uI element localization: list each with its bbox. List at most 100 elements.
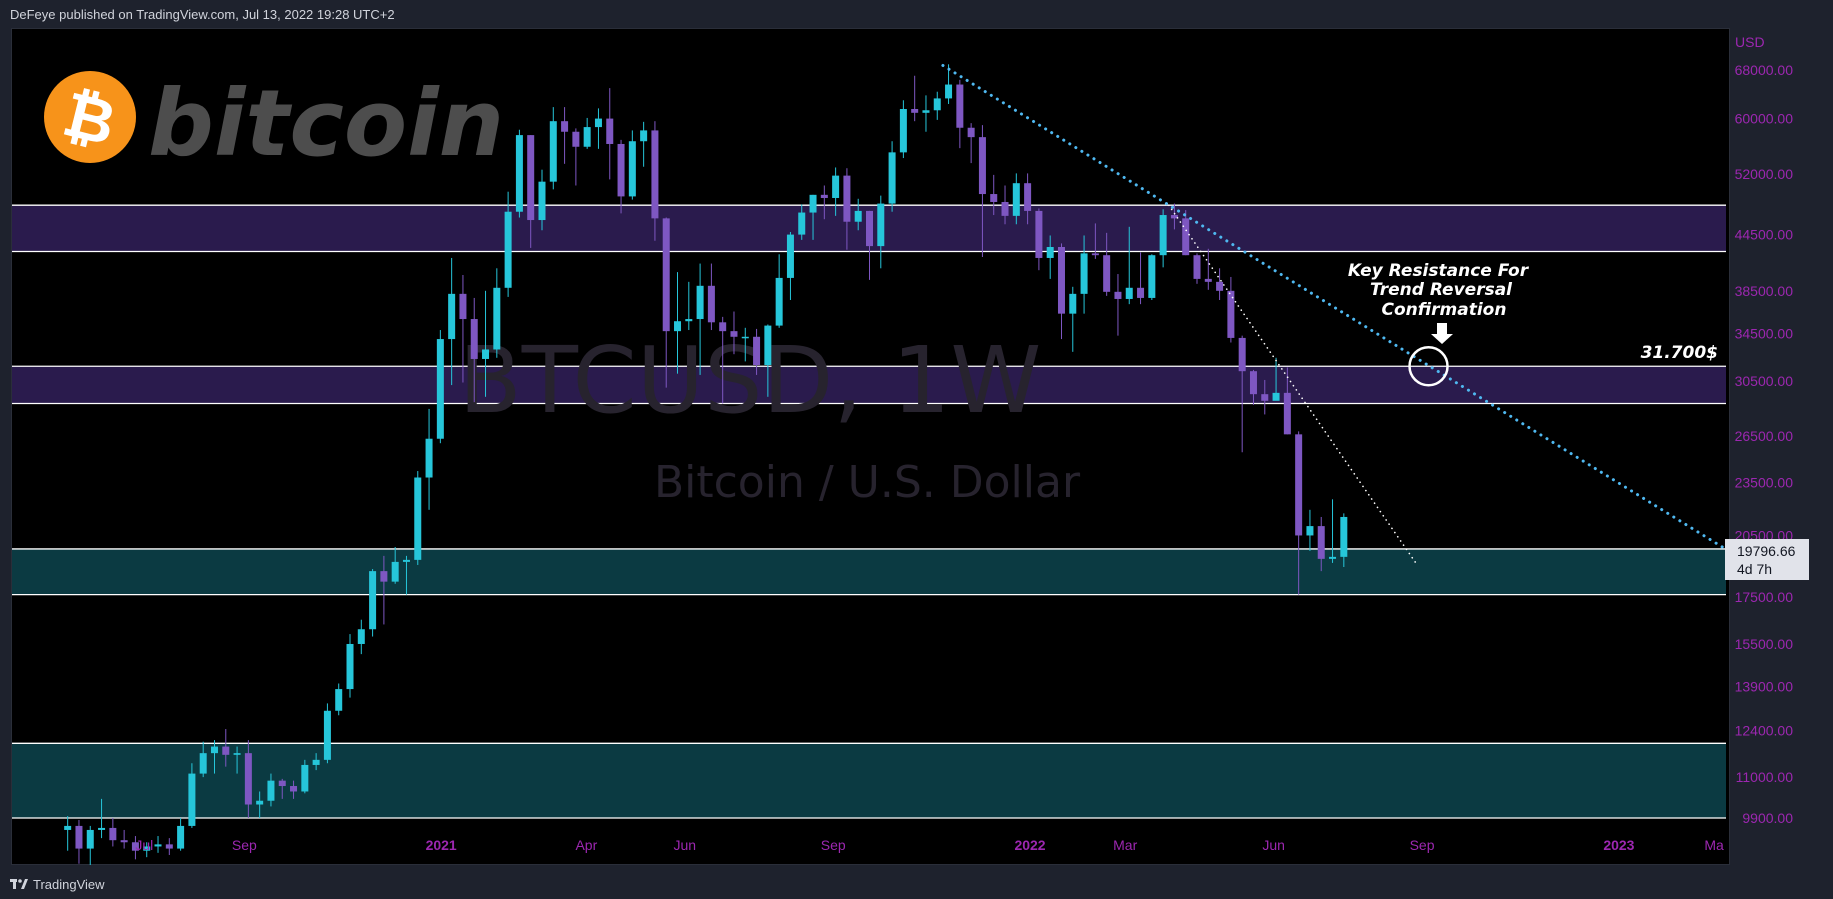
resistance-marker-circle[interactable] <box>1408 346 1449 387</box>
candle-body <box>244 753 252 805</box>
candle-body <box>775 277 783 326</box>
candle-body <box>470 319 478 359</box>
candle-body <box>990 194 998 202</box>
candle-body <box>75 825 83 849</box>
zone-support-10k[interactable] <box>12 743 1726 818</box>
bitcoin-logo: ₿ bitcoin <box>44 70 504 177</box>
candle-body <box>233 753 241 755</box>
publish-info: DeFeye published on TradingView.com, Jul… <box>10 7 395 22</box>
candle-body <box>267 780 275 801</box>
candle-body <box>210 746 218 754</box>
candle-body <box>1340 516 1348 557</box>
candle-body <box>719 322 727 332</box>
candle-body <box>1114 291 1122 299</box>
candle-body <box>199 753 207 774</box>
candle-body <box>1272 392 1280 401</box>
candle-body <box>888 152 896 204</box>
candle-body <box>278 780 286 787</box>
x-tick-label: Jul <box>135 837 153 853</box>
y-tick-label: 52000.00 <box>1735 166 1794 182</box>
y-tick-label: 9900.00 <box>1742 810 1793 826</box>
x-tick-label: Sep <box>821 837 846 853</box>
candle-body <box>967 127 975 138</box>
candle-body <box>786 234 794 278</box>
candle-body <box>177 825 185 849</box>
candle-body <box>1216 281 1224 291</box>
candle-body <box>143 846 151 851</box>
candle-body <box>1148 255 1156 298</box>
level-label: 31.700$ <box>1641 343 1718 363</box>
candle-body <box>1193 255 1201 279</box>
candle-body <box>956 84 964 128</box>
candle-body <box>640 130 648 142</box>
candle-body <box>606 118 614 144</box>
candle-body <box>154 844 162 847</box>
candle-body <box>1329 556 1337 559</box>
candle-body <box>504 211 512 288</box>
price-axis: 68000.00 60000.00 52000.00 44500.00 38500.00… <box>1735 62 1794 826</box>
last-price-readout: 19796.66 4d 7h <box>1725 539 1809 580</box>
x-tick-label: Jun <box>1262 837 1285 853</box>
candle-body <box>911 109 919 113</box>
candle-body <box>922 110 930 113</box>
candle-body <box>741 336 749 339</box>
annotation-line-1: Key Resistance For <box>1348 261 1530 281</box>
annotation-line-2: Trend Reversal <box>1370 280 1513 300</box>
bitcoin-badge-icon <box>44 71 136 163</box>
candle-body <box>335 689 343 711</box>
candle-body <box>899 109 907 153</box>
candle-body <box>222 746 230 755</box>
candle-body <box>707 285 715 323</box>
candle-body <box>527 135 535 221</box>
x-tick-label: 2022 <box>1014 837 1045 853</box>
candle-body <box>369 571 377 630</box>
candle-body <box>933 98 941 111</box>
x-tick-label: 2023 <box>1603 837 1634 853</box>
candle-body <box>380 571 388 582</box>
candle-body <box>301 764 309 792</box>
candle-body <box>1182 218 1190 256</box>
chart-canvas[interactable]: ₿ bitcoin BTCUSD, 1W Bitcoin / U.S. Doll… <box>0 0 1833 865</box>
candle-body <box>482 349 490 359</box>
zone-resistance-31k[interactable] <box>12 366 1726 404</box>
candle-body <box>583 127 591 147</box>
candle-body <box>1057 247 1065 314</box>
trendline-descending-resistance[interactable] <box>941 63 1747 563</box>
candle-body <box>662 218 670 332</box>
x-tick-label: 2021 <box>426 837 457 853</box>
x-tick-label: Jun <box>673 837 696 853</box>
candle-body <box>459 293 467 320</box>
candle-body <box>651 130 659 219</box>
candle-body <box>854 210 862 222</box>
last-price-value: 19796.66 <box>1737 543 1796 559</box>
tradingview-brand[interactable]: TradingView <box>10 877 105 892</box>
candle-body <box>131 842 139 851</box>
candle-body <box>448 293 456 340</box>
y-tick-label: 23500.00 <box>1735 474 1794 490</box>
candle-body <box>1103 255 1111 292</box>
footer-bar: TradingView <box>0 865 1833 899</box>
name-watermark: Bitcoin / U.S. Dollar <box>654 457 1081 508</box>
bitcoin-wordmark: bitcoin <box>148 70 504 177</box>
down-arrow-icon <box>1431 323 1453 344</box>
candle-body <box>1227 290 1235 338</box>
candle-body <box>346 643 354 690</box>
candle-body <box>109 827 117 841</box>
zone-support-19k[interactable] <box>12 548 1726 595</box>
candle-body <box>414 477 422 560</box>
candle-body <box>1261 394 1269 401</box>
candle-body <box>290 786 298 792</box>
candle-body <box>1137 287 1145 298</box>
candle-body <box>685 319 693 322</box>
candle-body <box>1295 434 1303 536</box>
candle-body <box>628 141 636 197</box>
trendline-steep-descending[interactable] <box>1167 204 1419 566</box>
chart-pane[interactable] <box>11 28 1730 865</box>
annotation-line-3: Confirmation <box>1382 300 1507 320</box>
candle-body <box>753 336 761 366</box>
candle-body <box>798 212 806 235</box>
x-tick-label: Sep <box>232 837 257 853</box>
candle-body <box>1159 215 1167 256</box>
candle-body <box>1238 337 1246 372</box>
candle-body <box>1046 247 1054 258</box>
